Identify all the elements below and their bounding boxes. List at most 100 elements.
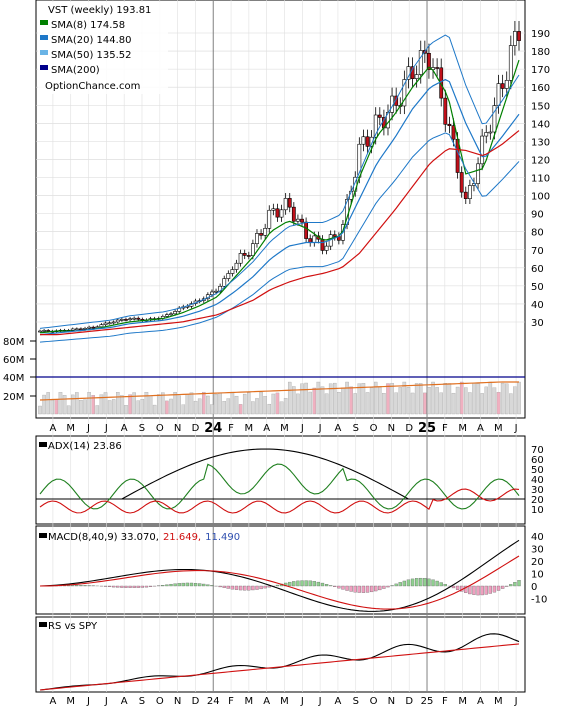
candle-body (136, 317, 141, 320)
macd-histogram-bar (419, 577, 423, 587)
macd-histogram-bar (316, 581, 321, 587)
macd-histogram-bar (337, 585, 341, 589)
macd-histogram-bar (361, 585, 366, 593)
volume-bar (206, 395, 210, 415)
price-tick-label: 80 (531, 228, 544, 239)
legend-sma8: SMA(8) 174.58 (51, 20, 125, 31)
month-label-bottom: F (228, 696, 234, 706)
candle-body (361, 136, 366, 145)
macd-histogram-bar (505, 585, 509, 587)
volume-bar (214, 394, 218, 415)
volume-bar (476, 383, 480, 415)
macd-histogram-bar (173, 583, 177, 587)
legend-sma20: SMA(20) 144.80 (51, 35, 132, 46)
volume-bar (459, 381, 464, 415)
volume-bar (455, 386, 460, 415)
macd-histogram-bar (320, 582, 325, 587)
rs-swatch (39, 622, 47, 627)
macd-signal-value: 21.649, (163, 532, 201, 543)
macd-histogram-bar (357, 585, 361, 593)
macd-histogram-bar (148, 585, 153, 587)
volume-bar (447, 383, 452, 415)
volume-bar (279, 401, 284, 415)
month-label-bottom: M (494, 696, 503, 706)
volume-bar (103, 392, 108, 415)
volume-bar (87, 392, 91, 415)
sma20-line (39, 78, 520, 336)
month-label: J (514, 423, 518, 434)
volume-bar (492, 387, 497, 415)
volume-bar (517, 381, 521, 415)
month-label: M (245, 423, 254, 434)
macd-histogram-bar (71, 585, 75, 587)
macd-tick-label: 10 (531, 570, 544, 581)
month-label-bottom: D (405, 696, 413, 706)
volume-bar (222, 401, 226, 415)
candle-body (492, 105, 497, 133)
sma50-line (40, 130, 520, 336)
volume-bar (218, 392, 222, 415)
volume-bar (185, 394, 190, 415)
macd-tick-label: 40 (531, 532, 544, 543)
price-tick-label: 130 (531, 137, 550, 148)
candle-body (394, 95, 399, 106)
price-tick-label: 70 (531, 246, 544, 257)
macd-histogram-bar (435, 580, 439, 587)
legend-sma200: SMA(200) (51, 65, 100, 76)
rs-panel (35, 616, 526, 693)
candle-body (230, 269, 235, 274)
volume-bar (238, 404, 243, 415)
candle-body (79, 328, 83, 331)
macd-histogram-bar (414, 578, 419, 587)
candle-body (242, 253, 247, 256)
volume-bar (267, 403, 272, 415)
volume-bar (71, 394, 75, 415)
candle-body (500, 83, 505, 89)
macd-histogram-bar (509, 584, 513, 587)
volume-bar (480, 393, 484, 415)
volume-bar (156, 394, 161, 415)
macd-panel (35, 525, 526, 615)
macd-histogram-bar (136, 585, 140, 588)
volume-bar (226, 398, 231, 415)
candle-body (402, 79, 407, 107)
month-label-bottom: A (335, 696, 342, 706)
price-tick-label: 110 (531, 174, 550, 185)
chart-title: VST (weekly) 193.81 (48, 5, 151, 16)
candle-body (124, 319, 128, 321)
macd-histogram-bar (443, 584, 447, 587)
volume-bar (292, 386, 296, 415)
volume-bar (488, 381, 493, 415)
sma8-line (39, 59, 520, 334)
candle-body (259, 233, 263, 236)
month-label-bottom: J (300, 696, 304, 706)
macd-histogram-bar (120, 585, 124, 588)
month-label-bottom: J (514, 696, 518, 706)
macd-tick-label: 20 (531, 557, 544, 568)
macd-histogram-bar (234, 585, 239, 590)
macd-histogram-bar (480, 585, 484, 596)
macd-histogram-bar (103, 585, 108, 587)
volume-bar (58, 392, 63, 415)
price-tick-label: 50 (531, 282, 544, 293)
macd-line (39, 539, 520, 612)
price-tick-label: 40 (531, 300, 544, 311)
macd-histogram-bar (500, 585, 505, 589)
month-label-bottom: O (156, 696, 164, 706)
volume-tick-label: 20M (3, 392, 24, 403)
adx-swatch (39, 442, 47, 447)
macd-histogram-bar (369, 585, 374, 593)
macd-histogram-bar (247, 585, 251, 591)
adx-tick-label: 40 (531, 475, 544, 486)
volume-bar (443, 383, 448, 415)
month-label: 24 (204, 421, 222, 436)
volume-bar (439, 392, 443, 415)
macd-histogram-bar (300, 580, 304, 587)
volume-bar (189, 392, 194, 415)
volume-bar (152, 404, 157, 415)
volume-bar (369, 387, 374, 415)
volume-bar (95, 405, 100, 415)
volume-bar (312, 387, 317, 415)
macd-histogram-bar (378, 585, 382, 591)
volume-bar (435, 387, 439, 415)
